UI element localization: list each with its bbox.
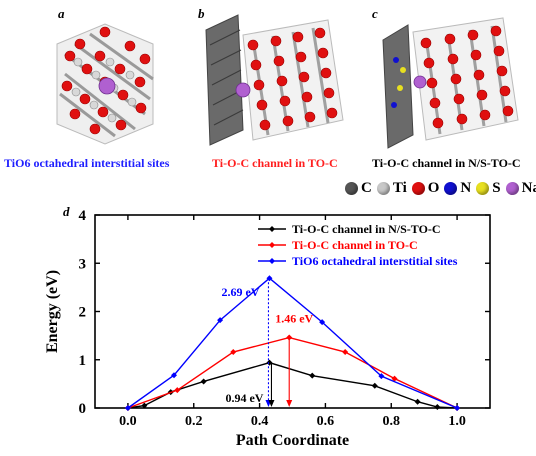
data-point-2 [454,405,461,411]
data-point-0 [141,402,148,409]
legend-marker-0 [269,226,275,232]
data-point-2 [124,405,131,411]
element-legend-item-c: C [345,180,372,197]
legend-label-2: TiO6 octahedral interstitial sites [292,254,458,268]
element-swatch-o [411,182,425,195]
caption-c: Ti-O-C channel in N/S-TO-C [372,156,521,170]
data-point-1 [391,375,398,382]
element-legend-item-n: N [444,180,471,197]
legend-label-0: Ti-O-C channel in N/S-TO-C [292,222,441,236]
annotation-arrow-black [268,400,275,407]
element-legend-item-ti: Ti [376,180,407,197]
element-legend: C Ti O N S Na [345,180,536,197]
element-symbol-n: N [460,180,472,196]
data-point-0 [309,372,316,379]
structure-a-lattice [56,23,154,145]
element-symbol-o: O [427,180,440,196]
data-point-0 [266,359,273,366]
element-symbol-ti: Ti [392,180,407,196]
element-swatch-c [345,182,358,195]
structure-b-lattice [205,14,344,146]
element-legend-item-o: O [411,180,440,197]
x-tick-label: 0.0 [119,414,137,429]
annotation-arrow-red [286,400,293,407]
data-point-0 [414,398,421,405]
caption-b: Ti-O-C channel in TO-C [212,156,338,170]
energy-chart: 0.0 0.2 0.4 0.6 0.8 1.0 0 1 2 3 4 Path Coordinate En… [44,208,491,449]
series-line-0 [127,361,458,409]
data-point-0 [200,378,207,385]
element-swatch-ti [376,182,390,195]
x-axis-label: Path Coordinate [236,432,349,449]
x-tick-label: 0.4 [251,414,269,429]
element-swatch-na [505,182,519,195]
element-legend-item-s: S [476,180,501,197]
panel-label-a: a [58,6,65,21]
data-point-2 [217,317,224,324]
y-tick-label: 1 [79,353,87,369]
data-point-2 [378,373,385,380]
x-tick-label: 0.2 [185,414,203,429]
structure-image-a [56,23,154,145]
y-tick-label: 2 [79,305,87,321]
data-point-1 [230,349,237,356]
data-point-2 [171,372,177,379]
element-symbol-na: Na [521,180,536,196]
annotation-label-blue: 2.69 eV [221,285,259,299]
element-symbol-s: S [492,180,501,196]
x-tick-label: 1.0 [448,414,466,429]
data-point-0 [434,404,441,411]
legend-marker-2 [269,258,275,264]
panel-label-d: d [63,204,70,219]
element-legend-item-na: Na [505,180,536,197]
y-tick-label: 0 [79,401,87,417]
panel-label-c: c [372,6,378,21]
element-symbol-c: C [361,180,372,196]
annotation-label-red: 1.46 eV [275,312,313,326]
x-tick-label: 0.6 [317,414,335,429]
structure-c-lattice [382,17,519,149]
y-tick-label: 4 [79,208,87,224]
structure-image-b [205,14,344,146]
y-axis-label: Energy (eV) [44,270,61,353]
caption-a: TiO6 octahedral interstitial sites [4,156,170,170]
data-point-1 [342,349,349,356]
annotation-label-black: 0.94 eV [225,391,263,405]
data-point-0 [371,382,378,389]
element-swatch-n [444,182,458,195]
panel-label-b: b [198,6,205,21]
structure-image-c [382,17,519,149]
data-point-2 [319,319,326,326]
y-tick-label: 3 [79,256,87,272]
element-swatch-s [476,182,490,195]
legend-marker-1 [269,242,275,248]
data-point-1 [174,387,181,394]
legend-label-1: Ti-O-C channel in TO-C [292,238,418,252]
x-tick-label: 0.8 [383,414,401,429]
